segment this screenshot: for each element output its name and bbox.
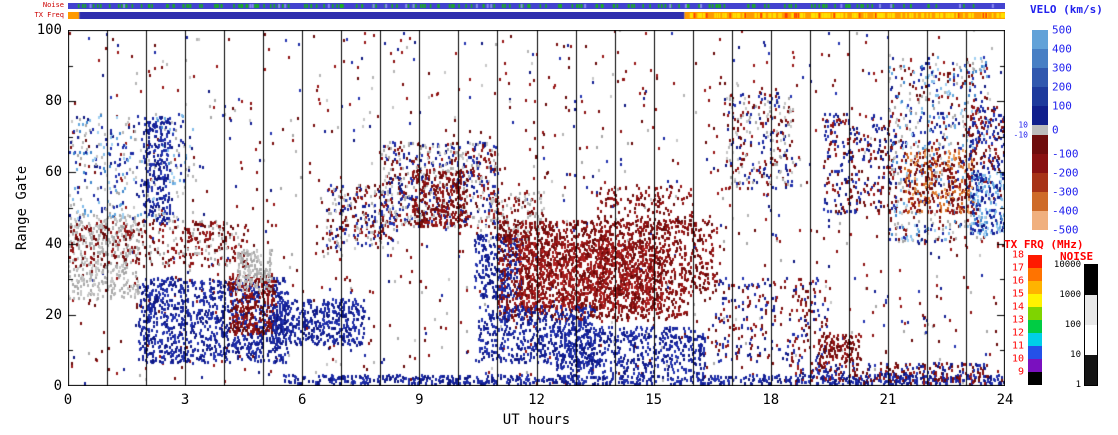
txfrq-bar-segment — [1028, 255, 1042, 268]
txfrq-bar-segment — [1028, 359, 1042, 372]
y-tick-label: 100 — [36, 22, 62, 38]
velo-bar-segment — [1032, 49, 1048, 68]
noise-bar-segment — [1085, 295, 1097, 325]
velo-bar-label: -400 — [1052, 204, 1079, 218]
noise-bar-segment — [1085, 355, 1097, 385]
noise-colorbar: 10000 1000 100 10 1 — [1054, 260, 1098, 390]
txfrq-colorbar-title: TX FRQ (MHz) — [1004, 238, 1084, 251]
x-tick-label: 0 — [63, 392, 73, 408]
velo-bar-label: 0 — [1052, 123, 1059, 137]
velo-bar-label: -500 — [1052, 223, 1079, 237]
velo-colorbar-title: VELO (km/s) — [1030, 3, 1103, 16]
txfrq-bar-segment — [1028, 307, 1042, 320]
txfreq-strip — [68, 12, 1005, 19]
noise-bar-label: 1 — [1075, 380, 1081, 390]
txfrq-bar-label: 10 — [1011, 353, 1024, 365]
velo-bar-label: 100 — [1052, 99, 1072, 113]
velo-bar-segment — [1032, 154, 1048, 173]
txfrq-bar-segment — [1028, 268, 1042, 281]
x-axis-label: UT hours — [502, 412, 571, 428]
txfrq-bar-label: 12 — [1011, 327, 1024, 339]
txfreq-strip-label: TX Freq — [34, 11, 64, 19]
velo-bar-segment — [1032, 87, 1048, 106]
velo-bar-label: 400 — [1052, 42, 1072, 56]
txfrq-bar-label: 16 — [1011, 275, 1024, 287]
velo-bar-segment — [1032, 106, 1048, 125]
velo-bar-label: 300 — [1052, 61, 1072, 75]
noise-strip-label: Noise — [42, 1, 64, 9]
y-tick-label: 40 — [45, 235, 62, 252]
x-tick-label: 12 — [528, 392, 545, 408]
velo-bar-label: -200 — [1052, 166, 1079, 180]
y-tick-label: 60 — [45, 164, 62, 181]
txfrq-bar-label: 13 — [1011, 314, 1024, 326]
txfrq-bar-label: 15 — [1011, 288, 1024, 300]
velo-bar-segment — [1032, 30, 1048, 49]
noise-bar-label: 10000 — [1053, 260, 1081, 270]
noise-strip — [68, 3, 1005, 9]
txfrq-bar-label: 17 — [1011, 262, 1024, 274]
noise-bar-label: 100 — [1064, 320, 1081, 330]
velo-bar-label: 500 — [1052, 23, 1072, 37]
y-tick-label: 80 — [45, 93, 62, 110]
velo-bar-segment — [1032, 125, 1048, 135]
velocity-plot-canvas — [68, 30, 1005, 386]
txfrq-colorbar: 18 17 16 15 14 13 12 11 10 9 — [1012, 250, 1042, 385]
velo-bar-label: -300 — [1052, 185, 1079, 199]
x-tick-label: 6 — [298, 392, 307, 408]
velo-bar-label: 200 — [1052, 80, 1072, 94]
velo-bar-mid-label: -10 — [1013, 130, 1028, 140]
velo-colorbar: 500 400 300 200 100 0 -100 -200 -300 -400 -500 10 -1… — [1014, 24, 1079, 237]
velo-bar-segment — [1032, 211, 1048, 230]
txfrq-bar-label: 11 — [1011, 340, 1024, 352]
txfrq-bar-label: 18 — [1011, 249, 1024, 261]
noise-bar-label: 10 — [1070, 350, 1081, 360]
velo-bar-mid-label: 10 — [1018, 120, 1028, 130]
txfrq-bar-label: 9 — [1017, 366, 1024, 378]
y-tick-label: 20 — [45, 306, 62, 323]
noise-bar-label: 1000 — [1059, 290, 1081, 300]
velo-bar-segment — [1032, 68, 1048, 87]
txfrq-bar-segment — [1028, 294, 1042, 307]
x-tick-label: 18 — [762, 392, 780, 408]
txfrq-bar-label: 14 — [1011, 301, 1024, 313]
txfrq-bar-segment — [1028, 333, 1042, 346]
velo-bar-segment — [1032, 173, 1048, 192]
x-tick-label: 21 — [879, 392, 897, 408]
x-tick-label: 15 — [645, 392, 663, 408]
txfrq-bar-segment — [1028, 372, 1042, 385]
noise-colorbar-title: NOISE — [1060, 250, 1094, 263]
txfrq-bar-segment — [1028, 281, 1042, 294]
velo-bar-segment — [1032, 192, 1048, 211]
noise-bar-segment — [1085, 265, 1097, 295]
txfrq-bar-segment — [1028, 320, 1042, 333]
y-axis-label: Range Gate — [14, 165, 30, 251]
x-tick-label: 9 — [415, 392, 424, 408]
velo-bar-segment — [1032, 135, 1048, 154]
x-tick-label: 24 — [996, 392, 1014, 408]
y-tick-label: 0 — [53, 378, 62, 394]
noise-bar-segment — [1085, 325, 1097, 355]
txfrq-bar-segment — [1028, 346, 1042, 359]
velo-bar-label: -100 — [1052, 147, 1079, 161]
x-tick-label: 3 — [180, 392, 190, 408]
